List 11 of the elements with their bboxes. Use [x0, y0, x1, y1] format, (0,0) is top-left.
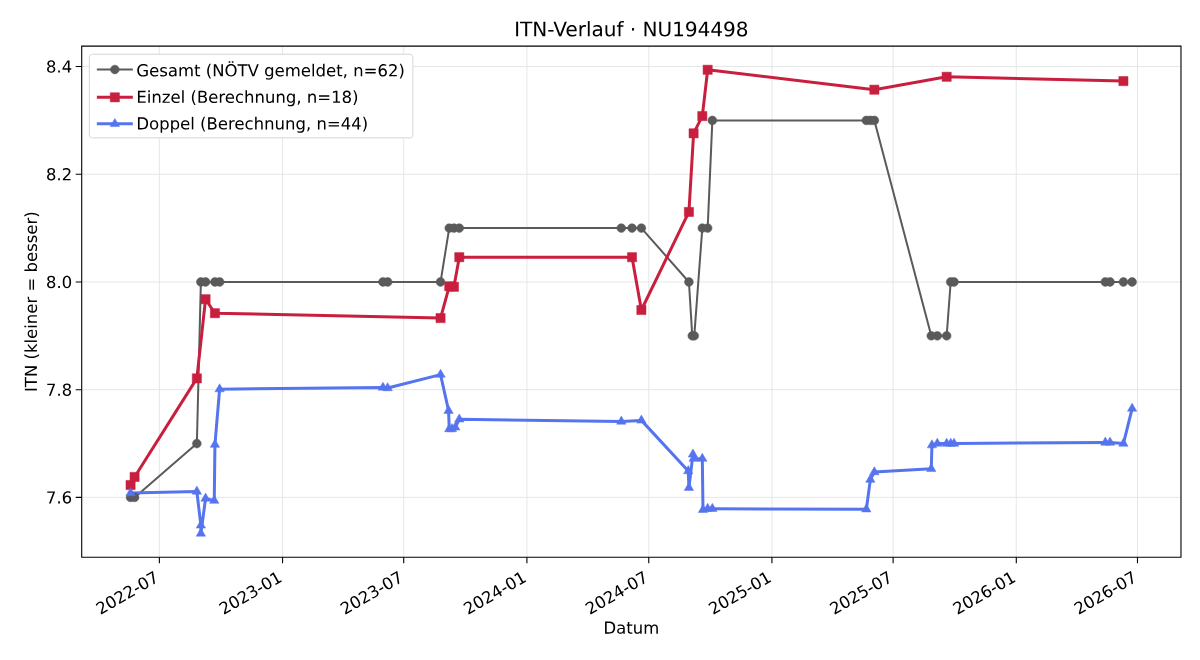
y-tick-label: 8.4 [47, 60, 72, 73]
y-tick-label: 8.0 [47, 275, 72, 289]
legend-label: Doppel (Berechnung, n=44) [137, 116, 367, 133]
y-axis-title: ITN (kleiner = besser) [24, 212, 40, 391]
y-tick-label: 7.6 [47, 491, 72, 504]
legend-label: Gesamt (NÖTV gemeldet, n=62) [137, 61, 404, 80]
y-tick-label: 8.2 [47, 168, 71, 181]
y-tick-label: 7.8 [47, 383, 72, 396]
chart-title: ITN-Verlauf · NU194498 [516, 21, 748, 37]
x-axis-title: Datum [605, 621, 658, 634]
legend-label: Einzel (Berechnung, n=18) [137, 90, 358, 107]
